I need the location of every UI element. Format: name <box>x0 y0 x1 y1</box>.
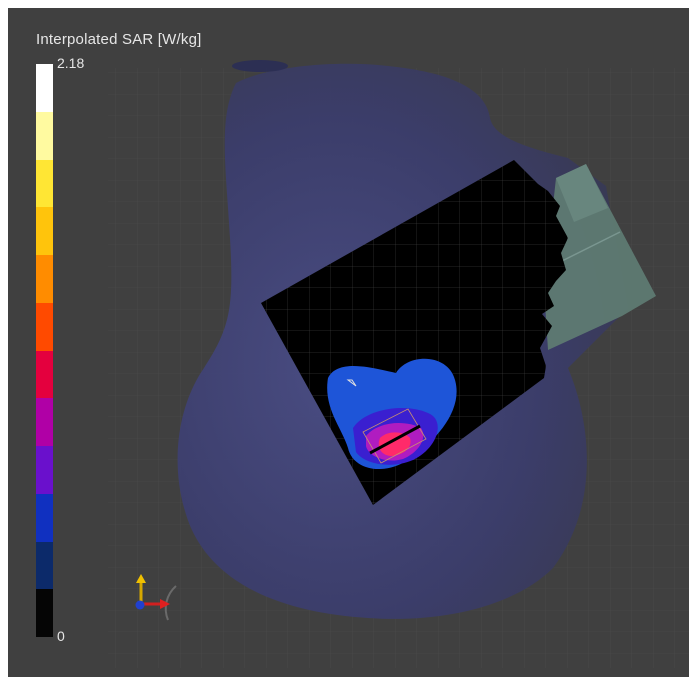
colorbar-segment-7 <box>36 398 53 446</box>
colorbar-segment-3 <box>36 207 53 255</box>
body-top-cap <box>232 60 288 72</box>
legend-max-label: 2.18 <box>57 55 85 71</box>
colorbar-segment-2 <box>36 159 53 208</box>
colorbar-segment-5 <box>36 302 53 351</box>
legend-title: Interpolated SAR [W/kg] <box>36 31 202 48</box>
colorbar-segment-0 <box>36 64 53 112</box>
orientation-axes-icon <box>135 574 177 621</box>
viewer-frame: Interpolated SAR [W/kg] 2.18 0 <box>8 8 689 677</box>
colorbar-segment-4 <box>36 255 53 303</box>
colorbar <box>36 64 53 637</box>
colorbar-segment-9 <box>36 493 53 542</box>
legend-min-label: 0 <box>57 628 65 644</box>
colorbar-segment-6 <box>36 350 53 399</box>
colorbar-segment-8 <box>36 446 53 494</box>
colorbar-segment-11 <box>36 589 53 637</box>
sar-hotspot <box>327 358 457 470</box>
3d-viewport[interactable] <box>8 8 689 677</box>
colorbar-segment-10 <box>36 541 53 590</box>
colorbar-segment-1 <box>36 111 53 160</box>
